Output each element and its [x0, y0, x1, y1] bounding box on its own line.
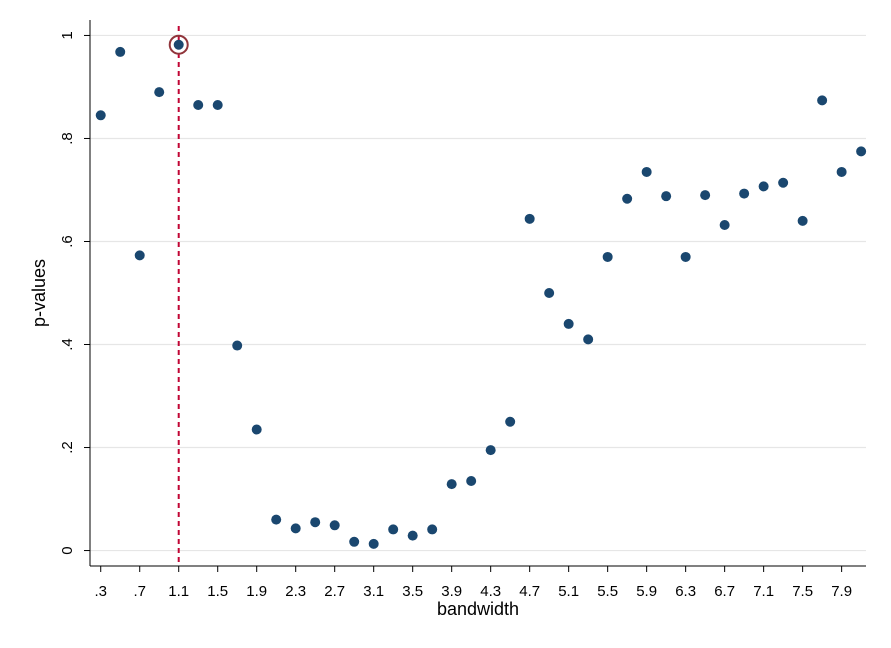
- x-tick-label: .7: [133, 583, 146, 600]
- x-tick-label: 2.3: [285, 583, 306, 600]
- data-point: [388, 524, 399, 535]
- data-point: [544, 288, 555, 298]
- data-point: [212, 99, 223, 110]
- data-point: [836, 166, 847, 177]
- data-point: [758, 181, 769, 192]
- data-point: [349, 536, 360, 547]
- y-tick-label: .2: [59, 441, 76, 454]
- data-point: [154, 87, 165, 98]
- x-tick-label: 3.1: [363, 583, 384, 600]
- data-point: [271, 514, 282, 525]
- x-tick-label: 3.9: [441, 583, 462, 600]
- data-point: [95, 110, 106, 121]
- data-point: [602, 251, 613, 262]
- x-axis-title: bandwidth: [437, 599, 519, 619]
- data-point: [622, 193, 633, 204]
- x-tick-label: 5.1: [558, 583, 579, 600]
- data-point: [817, 95, 828, 106]
- y-tick-label: .6: [59, 235, 76, 248]
- x-tick-label: 1.5: [207, 583, 228, 600]
- data-point: [407, 530, 418, 541]
- data-point: [368, 538, 379, 549]
- data-point: [505, 416, 516, 427]
- tick-labels: 0 .2 .4 .6 .8 1 .3 .7 1.1 1.5 1.9 2.3 2.7 3.1 3.5 3.9 4.…: [59, 31, 852, 600]
- data-point: [466, 476, 477, 487]
- data-point: [251, 424, 262, 435]
- data-point: [329, 520, 340, 531]
- grid-lines: [90, 34, 866, 552]
- data-point: [193, 99, 204, 110]
- data-point: [232, 340, 243, 351]
- y-tick-label: 1: [59, 31, 76, 39]
- x-tick-label: 6.3: [675, 583, 696, 600]
- data-point: [700, 190, 711, 201]
- x-tick-label: 4.7: [519, 583, 540, 600]
- data-point: [680, 251, 691, 262]
- x-tick-label: 6.7: [714, 583, 735, 600]
- x-tick-label: .3: [94, 583, 107, 600]
- x-tick-label: 4.3: [480, 583, 501, 600]
- x-tick-label: 7.5: [792, 583, 813, 600]
- data-point: [856, 146, 867, 157]
- data-point: [134, 250, 145, 261]
- highlight-ring: [168, 34, 189, 55]
- y-axis-title: p-values: [29, 259, 49, 327]
- data-point: [173, 39, 184, 50]
- y-tick-label: .4: [59, 338, 76, 351]
- x-tick-label: 1.1: [168, 583, 189, 600]
- data-point: [485, 445, 496, 456]
- y-tick-label: .8: [59, 132, 76, 145]
- x-tick-label: 7.1: [753, 583, 774, 600]
- data-point: [739, 188, 750, 199]
- data-point: [524, 213, 535, 224]
- data-points: [95, 34, 867, 549]
- x-tick-label: 3.5: [402, 583, 423, 600]
- data-point: [115, 46, 126, 57]
- x-tick-label: 5.5: [597, 583, 618, 600]
- data-point: [719, 220, 730, 231]
- data-point: [661, 191, 672, 202]
- data-point: [778, 177, 789, 188]
- y-tick-label: 0: [59, 546, 76, 554]
- data-point: [427, 524, 438, 535]
- data-point: [641, 166, 652, 177]
- data-point: [797, 215, 808, 226]
- x-tick-label: 1.9: [246, 583, 267, 600]
- x-tick-label: 5.9: [636, 583, 657, 600]
- x-tick-label: 7.9: [831, 583, 852, 600]
- axes: [84, 20, 866, 572]
- x-tick-label: 2.7: [324, 583, 345, 600]
- data-point: [583, 334, 594, 345]
- data-point: [563, 318, 574, 329]
- data-point: [310, 517, 321, 528]
- data-point: [446, 479, 457, 490]
- data-point: [290, 523, 301, 534]
